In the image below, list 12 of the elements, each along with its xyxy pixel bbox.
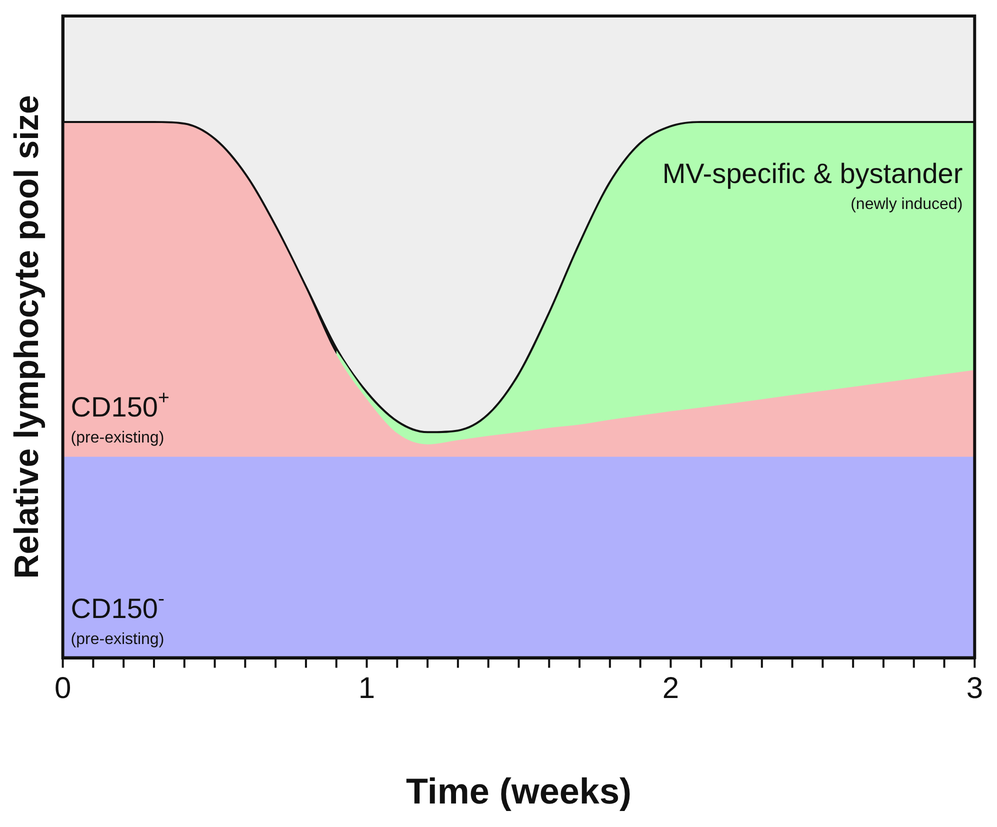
annotation: (newly induced) — [850, 196, 963, 213]
x-axis-title: Time (weeks) — [406, 770, 632, 812]
series-label: CD150+ — [70, 387, 170, 423]
annotation: (pre-existing) — [70, 430, 164, 447]
annotation: (pre-existing) — [70, 630, 164, 648]
series-label: CD150- — [70, 588, 164, 624]
x-tick-label: 3 — [966, 672, 983, 706]
x-tick-label: 0 — [54, 672, 72, 706]
y-axis-title: Relative lymphocyte pool size — [8, 95, 46, 579]
x-tick-label: 2 — [662, 672, 680, 706]
x-tick-label: 1 — [358, 672, 376, 706]
series-label: MV-specific & bystander — [662, 158, 963, 189]
